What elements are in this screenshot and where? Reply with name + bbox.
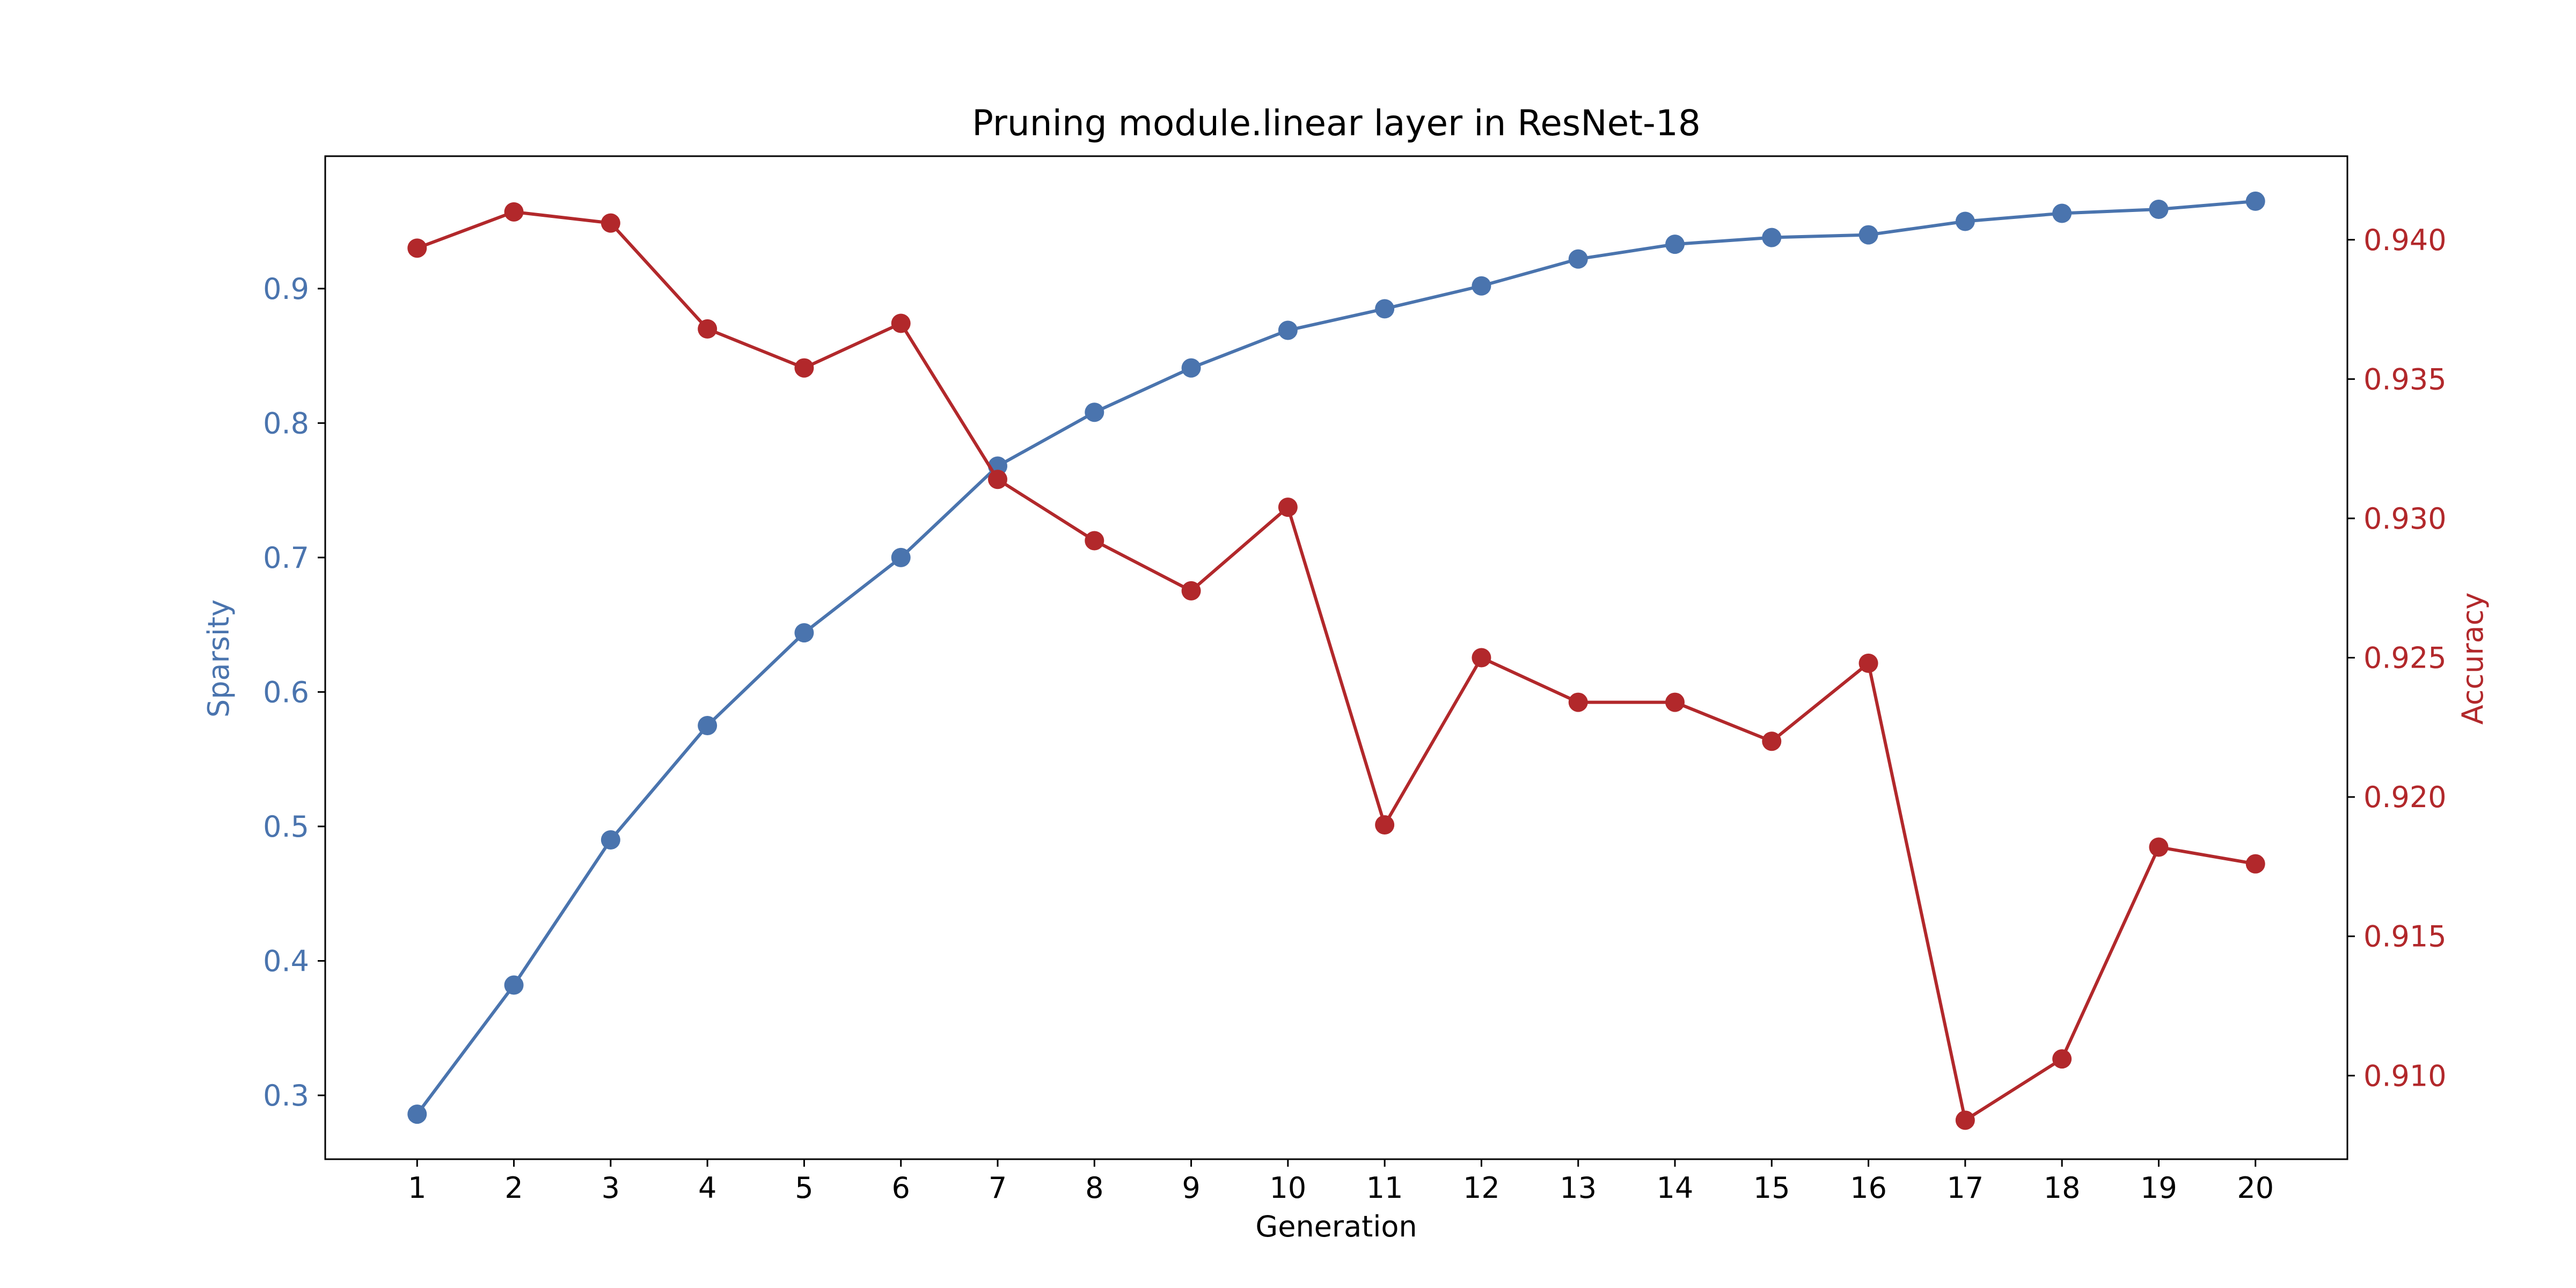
accuracy-point xyxy=(1568,692,1588,712)
sparsity-point xyxy=(2149,199,2169,219)
right-y-tick-label: 0.915 xyxy=(2363,920,2447,954)
sparsity-point xyxy=(1278,320,1298,340)
x-tick-label: 8 xyxy=(1085,1171,1103,1205)
sparsity-line xyxy=(415,199,2257,1116)
sparsity-point xyxy=(1665,235,1685,254)
right-y-tick-label: 0.910 xyxy=(2363,1059,2447,1093)
sparsity-point xyxy=(601,830,620,850)
accuracy-point xyxy=(1375,815,1395,835)
accuracy-point xyxy=(2245,854,2265,874)
x-tick-label: 6 xyxy=(892,1171,910,1205)
x-tick-label: 14 xyxy=(1657,1171,1694,1205)
x-tick-label: 19 xyxy=(2140,1171,2177,1205)
accuracy-point xyxy=(698,319,718,339)
sparsity-point xyxy=(1472,276,1491,296)
x-tick-label: 1 xyxy=(408,1171,426,1205)
left-y-tick-label: 0.6 xyxy=(263,675,309,709)
right-y-tick-label: 0.930 xyxy=(2363,502,2447,536)
sparsity-point xyxy=(1955,211,1975,231)
accuracy-point xyxy=(1858,653,1878,673)
x-tick-label: 10 xyxy=(1269,1171,1306,1205)
accuracy-point xyxy=(891,313,911,333)
accuracy-point xyxy=(1085,531,1104,551)
x-tick-label: 12 xyxy=(1463,1171,1500,1205)
x-tick-label: 18 xyxy=(2044,1171,2081,1205)
accuracy-point xyxy=(504,202,524,222)
sparsity-point xyxy=(698,716,718,736)
sparsity-point xyxy=(1858,225,1878,245)
plot-frame xyxy=(324,155,2348,1160)
accuracy-line xyxy=(415,210,2257,1122)
accuracy-point xyxy=(1278,497,1298,517)
x-tick-label: 2 xyxy=(504,1171,523,1205)
accuracy-point xyxy=(794,358,814,378)
right-y-tick-label: 0.935 xyxy=(2363,362,2447,396)
sparsity-point xyxy=(1085,402,1104,422)
sparsity-point xyxy=(1762,228,1782,247)
x-tick-label: 20 xyxy=(2237,1171,2274,1205)
right-y-axis-label: Accuracy xyxy=(2456,592,2490,725)
x-tick-label: 5 xyxy=(795,1171,813,1205)
accuracy-point xyxy=(2149,837,2169,857)
accuracy-point xyxy=(407,238,427,258)
x-tick-label: 15 xyxy=(1753,1171,1790,1205)
accuracy-point xyxy=(1472,648,1491,668)
plot-layer: 1 2 3 4 5 6 7 8 9 10 11 12 13 14 15 16 17 18 19 200.30.40.5… xyxy=(263,155,2447,1205)
x-tick-label: 7 xyxy=(989,1171,1007,1205)
sparsity-series xyxy=(407,191,2265,1124)
left-y-tick-label: 0.4 xyxy=(263,944,309,978)
sparsity-point xyxy=(407,1104,427,1124)
sparsity-point xyxy=(2052,203,2072,223)
sparsity-point xyxy=(1375,299,1395,319)
accuracy-point xyxy=(987,470,1007,489)
sparsity-point xyxy=(891,547,911,567)
sparsity-point xyxy=(504,975,524,995)
left-y-tick-label: 0.5 xyxy=(263,810,309,844)
accuracy-point xyxy=(1665,692,1685,712)
right-y-tick-label: 0.940 xyxy=(2363,223,2447,257)
x-tick-label: 16 xyxy=(1850,1171,1887,1205)
left-y-tick-label: 0.9 xyxy=(263,272,309,306)
sparsity-point xyxy=(2245,191,2265,211)
accuracy-point xyxy=(1955,1110,1975,1130)
x-tick-label: 11 xyxy=(1366,1171,1403,1205)
left-y-tick-label: 0.3 xyxy=(263,1079,309,1113)
x-tick-label: 3 xyxy=(602,1171,620,1205)
accuracy-point xyxy=(1762,731,1782,751)
accuracy-point xyxy=(2052,1049,2072,1069)
left-y-axis-label: Sparsity xyxy=(202,599,236,718)
right-y-tick-label: 0.925 xyxy=(2363,641,2447,675)
x-tick-label: 17 xyxy=(1947,1171,1984,1205)
sparsity-point xyxy=(794,623,814,643)
right-y-tick-label: 0.920 xyxy=(2363,780,2447,814)
accuracy-point xyxy=(1181,581,1201,601)
sparsity-point xyxy=(1568,249,1588,269)
left-y-tick-label: 0.7 xyxy=(263,541,309,575)
sparsity-point xyxy=(1181,358,1201,378)
accuracy-point xyxy=(601,213,620,233)
x-tick-label: 13 xyxy=(1560,1171,1597,1205)
x-axis-label: Generation xyxy=(1255,1210,1417,1243)
left-y-tick-label: 0.8 xyxy=(263,406,309,440)
x-tick-label: 9 xyxy=(1182,1171,1200,1205)
chart-title: Pruning module.linear layer in ResNet-18 xyxy=(972,103,1701,144)
accuracy-series xyxy=(407,202,2265,1130)
x-tick-label: 4 xyxy=(698,1171,716,1205)
